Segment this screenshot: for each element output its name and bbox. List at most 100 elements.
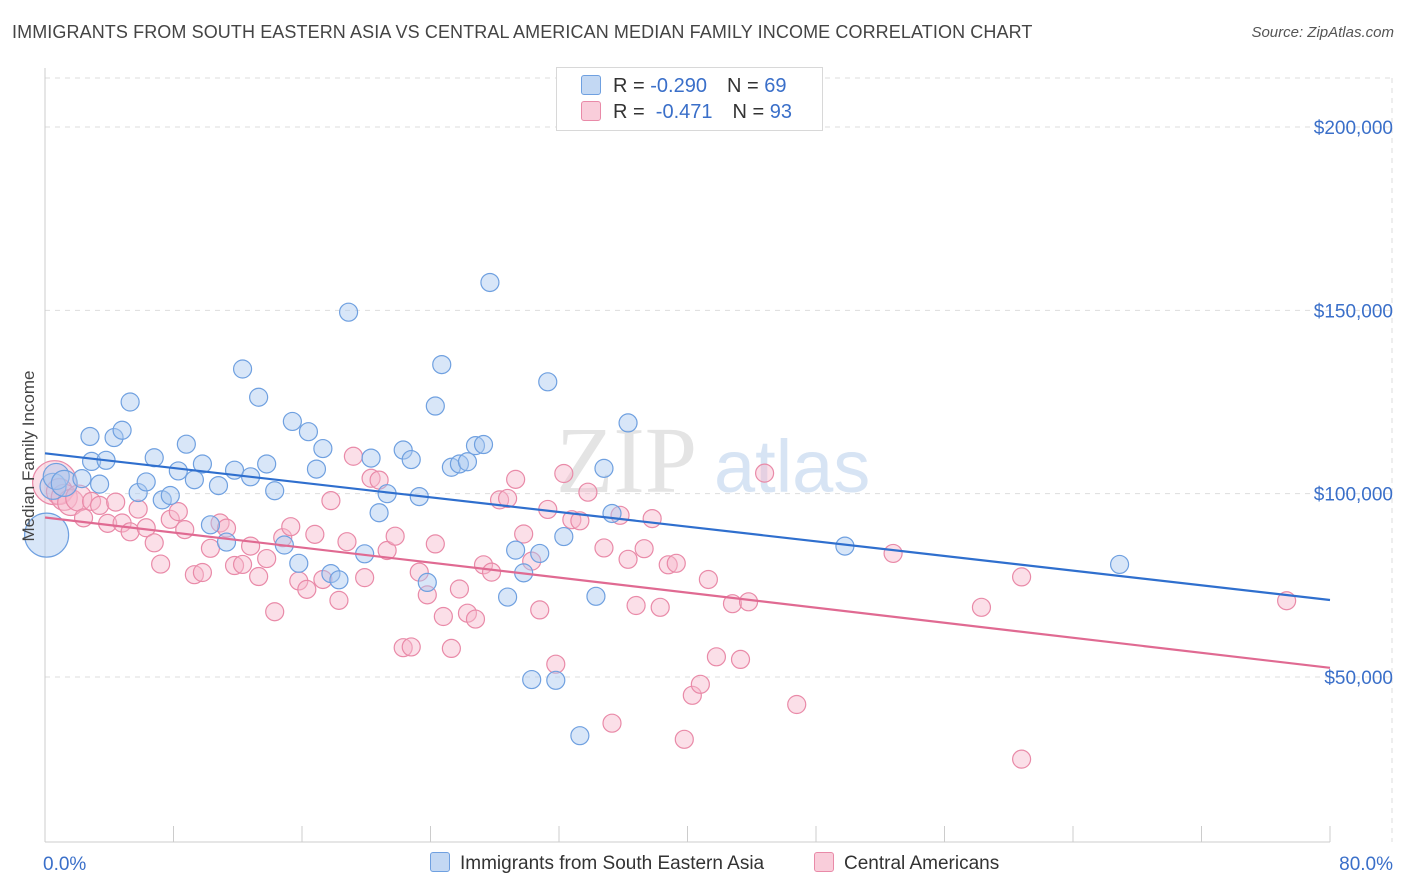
x-tick-label: 0.0% bbox=[43, 854, 86, 875]
legend-r-value: -0.471 bbox=[650, 101, 713, 123]
legend-n-value: 69 bbox=[764, 75, 787, 97]
sea-point bbox=[90, 474, 110, 494]
bottom-legend-ca: Central Americans bbox=[814, 852, 999, 875]
ca-point bbox=[481, 562, 502, 582]
ca-point bbox=[674, 729, 694, 749]
ca-point bbox=[441, 638, 461, 659]
legend-r-label: R = bbox=[613, 101, 651, 123]
sea-point bbox=[289, 553, 309, 573]
sea-point bbox=[570, 726, 590, 746]
sea-point bbox=[417, 572, 437, 593]
sea-point bbox=[200, 515, 221, 535]
sea-point bbox=[265, 481, 285, 501]
ca-point bbox=[200, 538, 221, 558]
ca-point bbox=[281, 517, 301, 537]
ca-point bbox=[730, 649, 751, 670]
sea-point bbox=[329, 570, 349, 590]
legend-n-label: N = bbox=[726, 75, 765, 97]
sea-point bbox=[480, 272, 500, 293]
ca-point bbox=[682, 685, 702, 705]
ca-point bbox=[329, 590, 349, 610]
legend-n-label: N = bbox=[732, 101, 770, 123]
ca-point bbox=[658, 555, 678, 575]
ca-point bbox=[594, 538, 614, 558]
sea-point bbox=[432, 355, 452, 375]
ca-point bbox=[562, 510, 582, 530]
sea-point bbox=[425, 396, 445, 416]
sea-point bbox=[24, 512, 70, 558]
sea-point bbox=[618, 413, 638, 433]
sea-point bbox=[473, 434, 494, 455]
sea-point bbox=[192, 454, 213, 474]
ca-point bbox=[257, 548, 277, 569]
watermark-atlas: atlas bbox=[714, 425, 870, 508]
ca-point bbox=[90, 495, 110, 515]
ca-point bbox=[546, 654, 566, 674]
sea-point bbox=[538, 372, 558, 392]
ca-point bbox=[160, 509, 180, 529]
ca-point bbox=[666, 553, 686, 573]
sea-point bbox=[80, 426, 100, 447]
bottom-legend-label-ca: Central Americans bbox=[844, 853, 1000, 874]
sea-point bbox=[449, 454, 470, 474]
ca-point bbox=[1011, 567, 1032, 587]
sea-point bbox=[498, 587, 518, 607]
sea-point bbox=[136, 472, 156, 492]
ca-point bbox=[120, 522, 140, 542]
data-points bbox=[24, 272, 1297, 769]
sea-point bbox=[530, 543, 550, 564]
ca-point bbox=[409, 562, 429, 582]
legend-swatch-ca bbox=[581, 101, 601, 121]
ca-point bbox=[343, 446, 363, 466]
ca-point bbox=[385, 526, 405, 546]
ca-point bbox=[530, 600, 550, 620]
ca-point bbox=[465, 609, 486, 629]
ca-point bbox=[642, 508, 662, 529]
ca-point bbox=[1011, 749, 1032, 769]
sea-point bbox=[298, 422, 319, 442]
sea-point bbox=[160, 485, 180, 506]
sea-point bbox=[184, 470, 204, 490]
ca-point bbox=[144, 533, 164, 553]
ca-point bbox=[690, 674, 710, 694]
sea-point bbox=[401, 449, 421, 470]
sea-point bbox=[81, 451, 102, 471]
ca-point bbox=[168, 502, 188, 522]
ca-point bbox=[273, 528, 293, 548]
grid-lines bbox=[45, 77, 1393, 842]
y-tick-label: $200,000 bbox=[1314, 118, 1393, 139]
sea-point bbox=[313, 438, 333, 459]
ca-point bbox=[578, 482, 598, 502]
ca-point bbox=[971, 597, 992, 617]
legend-r-value: -0.290 bbox=[650, 75, 707, 97]
sea-point bbox=[1109, 554, 1130, 575]
chart-title: IMMIGRANTS FROM SOUTH EASTERN ASIA VS CE… bbox=[12, 22, 1033, 42]
ca-point bbox=[626, 595, 646, 616]
y-axis-label: Median Family Income bbox=[19, 370, 38, 541]
ca-point bbox=[321, 491, 341, 511]
ca-point bbox=[216, 518, 237, 538]
trend-lines bbox=[44, 452, 1331, 669]
sea-point bbox=[506, 540, 526, 560]
ca-point bbox=[128, 499, 148, 519]
ca-point bbox=[232, 554, 253, 575]
ca-point bbox=[184, 565, 204, 585]
legend-row-sea: R = -0.290 N = 69 bbox=[581, 75, 786, 99]
ca-point bbox=[570, 511, 590, 531]
sea-point bbox=[208, 476, 229, 496]
ca-point bbox=[297, 579, 317, 599]
sea-point bbox=[176, 434, 196, 454]
ca-point bbox=[602, 713, 622, 733]
sea-point bbox=[39, 472, 67, 500]
ca-point bbox=[706, 647, 727, 667]
correlation-legend: R = -0.290 N = 69 R = -0.471 N = 93 bbox=[556, 67, 823, 131]
bottom-legend-swatch-sea bbox=[430, 852, 450, 872]
sea-point bbox=[338, 302, 359, 322]
sea-point bbox=[465, 436, 486, 456]
sea-point bbox=[128, 482, 148, 503]
sea-point bbox=[168, 461, 188, 481]
ca-point bbox=[425, 534, 445, 554]
ca-point bbox=[449, 579, 470, 599]
sea-point bbox=[306, 459, 327, 479]
